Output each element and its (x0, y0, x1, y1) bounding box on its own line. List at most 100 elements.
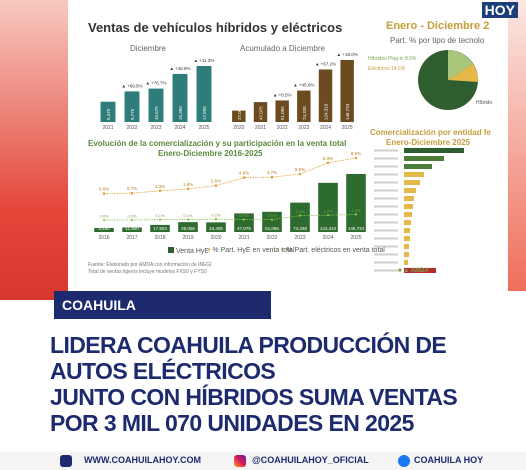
entity-label-placeholder (374, 181, 398, 184)
december-chart: 6,470 2021 9,775 2022 10,675 2023 15,360 2024 17… (100, 58, 215, 131)
bar-value-label: 11,450 (125, 226, 139, 231)
category-tag[interactable]: COAHUILA (54, 291, 271, 319)
bar-2016 (94, 228, 114, 232)
bar-value-label: 17,895 (202, 106, 207, 120)
report-title: Ventas de vehículos híbridos y eléctrico… (88, 20, 343, 35)
electric-point (102, 218, 106, 222)
pie-chart (418, 50, 479, 110)
footer-website[interactable]: WWW.COAHUILAHOY.COM (84, 455, 201, 465)
entity-subtitle: Enero-Diciembre 2025 (386, 138, 471, 147)
x-tick-label: 2018 (154, 235, 165, 241)
x-tick-label: 2022 (266, 235, 277, 241)
growth-label: ▲ +67.2% (315, 61, 336, 66)
entity-bar (404, 196, 414, 201)
headline-line-4: POR 3 MIL 070 UNIDADES EN 2025 (50, 410, 414, 436)
accum-chart: 27,007 2020 47,075 2021 51,065 2022 74,338 2023… (232, 52, 358, 131)
growth-label: ▲ +76.7% (145, 81, 166, 86)
bar-value-label: 24,405 (209, 226, 223, 231)
x-tick-label: 2021 (238, 235, 249, 241)
electric-point (186, 218, 190, 221)
share-point (242, 176, 246, 179)
bar-value-label: 9,775 (130, 108, 135, 120)
entity-label-placeholder (374, 189, 398, 192)
entity-bar (404, 204, 413, 209)
entity-bar (404, 220, 411, 225)
entity-label-placeholder (374, 221, 398, 224)
source-note: Fuente: Elaborado por AMDA con informaci… (88, 262, 212, 275)
electric-label: 1.1% (295, 209, 305, 214)
entity-title: Comercialización por entidad fe (370, 128, 491, 137)
entity-bar (404, 188, 416, 193)
bar-value-label: 51,065 (265, 226, 279, 231)
x-tick-label: 2024 (174, 125, 185, 131)
electric-point (298, 214, 302, 217)
entity-bar (404, 212, 412, 217)
pie-slice-plugin (448, 50, 473, 80)
bar-2022 (275, 100, 289, 122)
instagram-icon (234, 455, 246, 467)
entity-bar (404, 228, 410, 233)
electric-label: 1.4% (351, 208, 361, 213)
share-label: 2.6% (211, 179, 221, 184)
entity-bar (404, 268, 436, 273)
footer: WWW.COAHUILAHOY.COM @COAHUILAHOY_OFICIAL… (0, 452, 526, 470)
electric-point (270, 218, 274, 221)
bar-2021 (253, 102, 268, 122)
report-image: Ventas de vehículos híbridos y eléctrico… (0, 0, 526, 300)
bar-value-label: 124,310 (320, 226, 337, 231)
bar-2022 (124, 91, 140, 122)
entity-bar (404, 156, 444, 161)
entity-label-placeholder (374, 253, 398, 256)
share-point (158, 189, 162, 193)
bar-value-label: 124,310 (324, 103, 329, 120)
lower-title: Evolución de la comercialización y su pa… (88, 139, 347, 148)
share-label: 4.7% (267, 170, 277, 175)
footer-instagram[interactable]: @COAHUILAHOY_OFICIAL (252, 455, 369, 465)
bar-value-label: 27,007 (237, 106, 242, 120)
entity-bar (404, 172, 424, 177)
entity-label-placeholder (374, 229, 398, 232)
share-label: 1.8% (183, 182, 193, 187)
bar-2023 (148, 88, 164, 122)
lower-subtitle: Enero-Diciembre 2016-2025 (158, 149, 263, 158)
evolution-chart: 8,490 2016 11,450 2017 17,903 2018 25,006 2019 2… (94, 151, 366, 241)
electric-point (326, 214, 330, 217)
electric-point (214, 218, 218, 221)
share-label: 1.3% (155, 184, 165, 189)
bar-2017 (122, 227, 142, 232)
x-tick-label: 2025 (198, 125, 209, 131)
growth-label: ▲ +45.9% (169, 66, 190, 71)
entity-bar (404, 252, 409, 257)
pie-slice-electricos (448, 64, 479, 82)
entity-bar (404, 148, 464, 153)
x-tick-label: 2025 (350, 235, 361, 241)
bar-2021 (100, 101, 116, 122)
bar-2024 (172, 73, 188, 122)
lower-legend-share: • % Part. HyE en venta total (208, 247, 295, 254)
bar-2025 (346, 174, 366, 232)
x-tick-label: 2023 (298, 125, 309, 131)
bar-2025 (340, 60, 354, 122)
x-tick-label: 2022 (277, 125, 288, 131)
globe-icon (60, 455, 72, 467)
entity-label-placeholder (374, 261, 398, 264)
growth-label: ▲ +11.3% (194, 58, 215, 63)
electric-label: 0.1% (155, 213, 165, 218)
entity-bar (404, 244, 409, 249)
growth-label: ▲ +69.5% (121, 83, 142, 88)
share-label: 0.7% (127, 186, 137, 191)
x-tick-label: 2023 (150, 125, 161, 131)
x-tick-label: 2020 (233, 125, 244, 131)
x-tick-label: 2024 (322, 235, 333, 241)
pie-legend-plugin: Híbridos Plug-in 8.5% (368, 56, 417, 62)
headline: LIDERA COAHUILA PRODUCCIÓN DE AUTOS ELÉC… (50, 332, 520, 436)
charts-svg: 6,470 2021 9,775 2022 10,675 2023 15,360 2024 17… (94, 50, 479, 273)
bar-2023 (297, 90, 311, 122)
footer-facebook[interactable]: COAHUILA HOY (414, 455, 484, 465)
electric-point (130, 218, 134, 222)
bar-2025 (196, 66, 212, 122)
electric-point (354, 213, 358, 216)
entity-bar (404, 180, 420, 185)
electric-point (158, 218, 162, 221)
lower-legend-sales: Venta HyE (168, 247, 209, 255)
